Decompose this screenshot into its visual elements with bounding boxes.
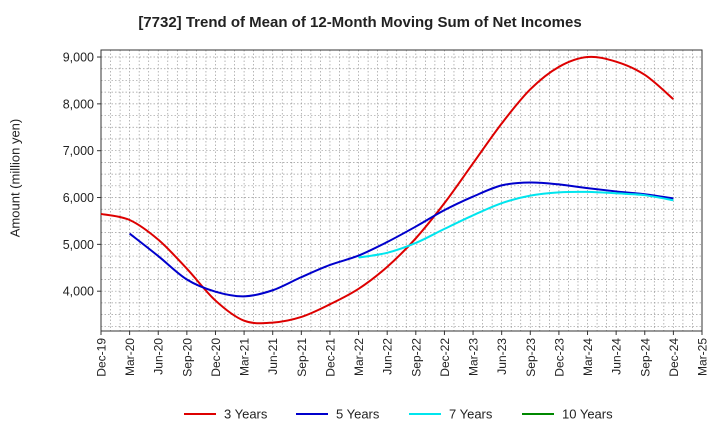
chart-title: [7732] Trend of Mean of 12-Month Moving …: [138, 14, 582, 31]
series-line-5-years: [129, 181, 674, 298]
x-tick-label: Mar-21: [238, 338, 252, 376]
y-tick-label: 8,000: [63, 97, 94, 111]
x-tick-label: Jun-22: [381, 338, 395, 375]
x-tick-label: Mar-20: [123, 338, 137, 376]
x-tick-label: Jun-21: [266, 338, 280, 375]
x-tick-label: Mar-24: [581, 338, 595, 376]
x-tick-label: Jun-20: [152, 338, 166, 375]
x-tick-label: Jun-23: [495, 338, 509, 375]
x-tick-label: Sep-20: [180, 338, 194, 377]
x-tick-label: Dec-22: [438, 338, 452, 377]
y-tick-label: 4,000: [63, 285, 94, 299]
plot-frame: [100, 49, 703, 332]
x-tick-label: Dec-19: [95, 338, 109, 377]
x-tick-label: Sep-23: [524, 338, 538, 377]
x-tick-label: Dec-21: [323, 338, 337, 377]
x-tick-label: Sep-24: [638, 338, 652, 377]
x-tick-label: Dec-24: [667, 338, 681, 377]
series-line-7-years: [358, 190, 674, 259]
x-tick-label: Jun-24: [610, 338, 624, 375]
y-tick-label: 5,000: [63, 238, 94, 252]
y-tick-label: 9,000: [63, 51, 94, 65]
x-tick-label: Dec-20: [209, 338, 223, 377]
legend-label: 7 Years: [449, 407, 493, 422]
legend-label: 10 Years: [562, 407, 613, 422]
x-tick-label: Mar-22: [352, 338, 366, 376]
y-tick-label: 6,000: [63, 191, 94, 205]
series-line-3-years: [100, 55, 675, 325]
x-tick-label: Mar-23: [467, 338, 481, 376]
y-tick-label: 7,000: [63, 144, 94, 158]
legend-label: 5 Years: [336, 407, 380, 422]
x-tick-label: Dec-23: [552, 338, 566, 377]
x-tick-label: Sep-22: [409, 338, 423, 377]
legend-label: 3 Years: [224, 407, 268, 422]
x-tick-label: Mar-25: [696, 338, 710, 376]
x-tick-label: Sep-21: [295, 338, 309, 377]
